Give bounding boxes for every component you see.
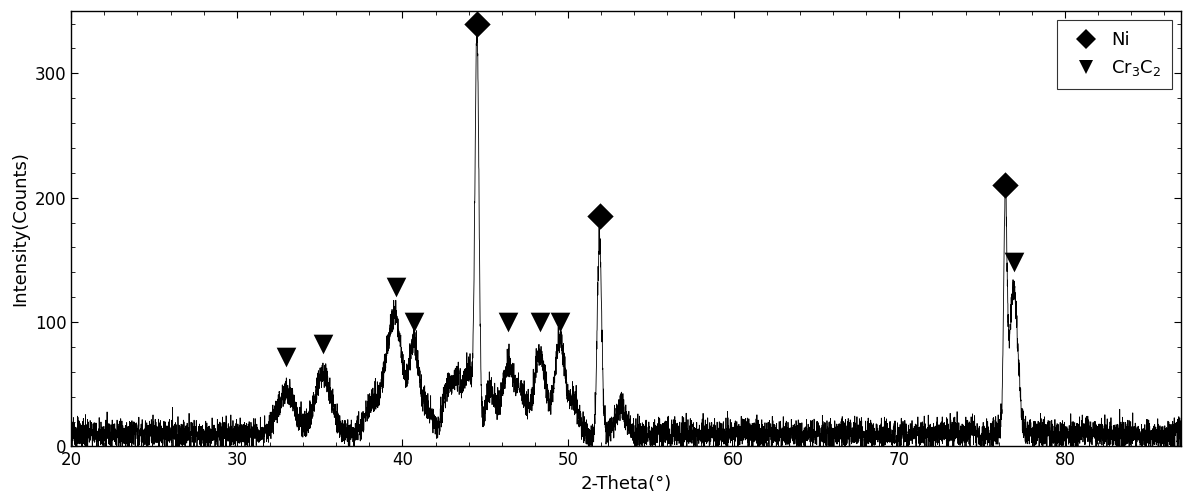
Legend: Ni, $\mathrm{Cr_3C_2}$: Ni, $\mathrm{Cr_3C_2}$: [1056, 20, 1172, 89]
Point: [467, 20, 486, 28]
Point: [1004, 259, 1023, 267]
Point: [277, 353, 296, 361]
Point: [404, 318, 423, 326]
Point: [551, 318, 570, 326]
X-axis label: 2-Theta(°): 2-Theta(°): [581, 475, 671, 493]
Point: [995, 181, 1014, 190]
Point: [499, 318, 519, 326]
Point: [386, 283, 405, 291]
Y-axis label: Intensity(Counts): Intensity(Counts): [11, 151, 29, 306]
Point: [590, 212, 609, 220]
Point: [530, 318, 550, 326]
Point: [313, 340, 333, 348]
